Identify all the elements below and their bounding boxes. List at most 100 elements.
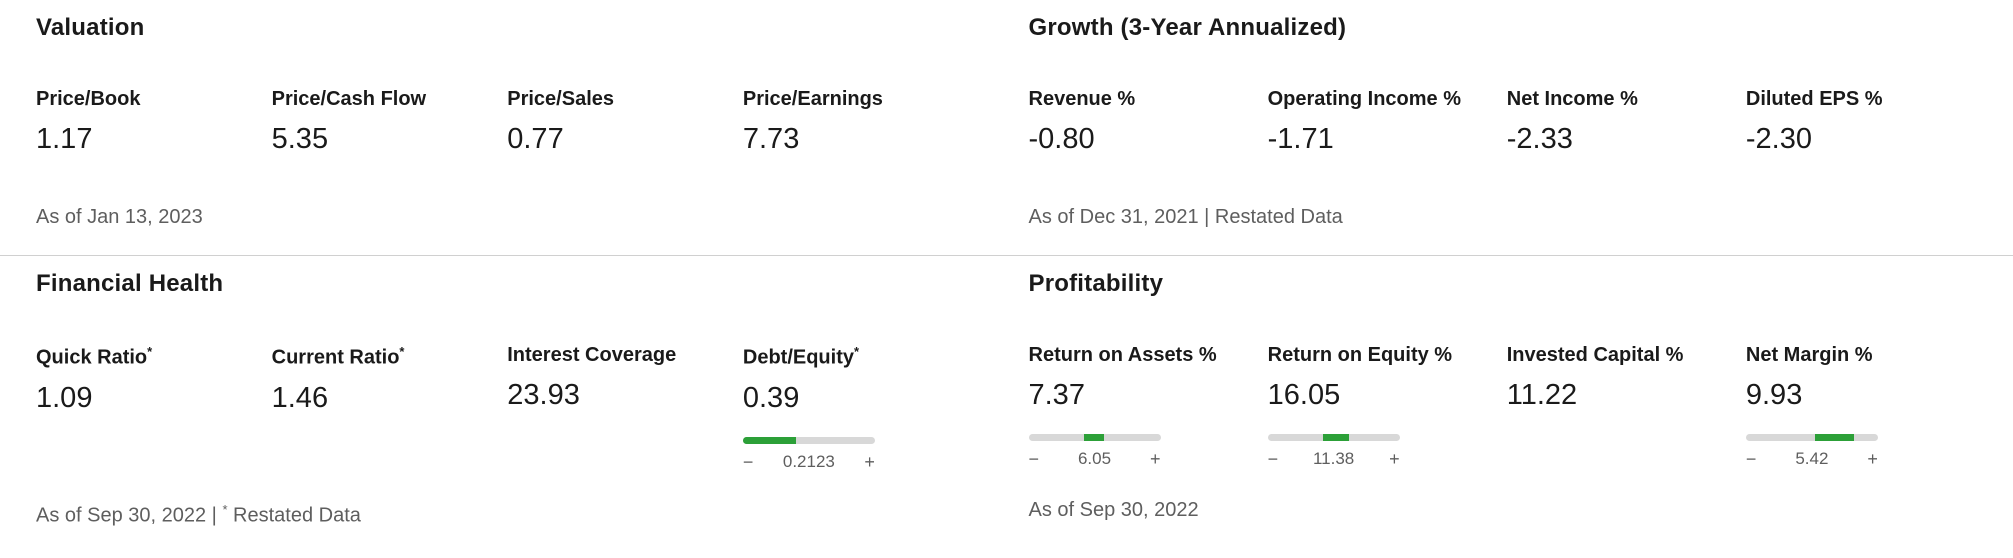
metric-label-text: Return on Assets % (1028, 344, 1217, 366)
gauge-fill (1814, 434, 1855, 441)
metric-price-sales: Price/Sales 0.77 (507, 88, 731, 156)
metric-label-text: Current Ratio (271, 346, 400, 369)
metric-price-book: Price/Book 1.17 (36, 88, 260, 156)
gauge-fill (1083, 434, 1104, 441)
top-row: Valuation Price/Book 1.17 Price/Cash Flo… (0, 0, 2013, 256)
metric-label: Price/Book (36, 88, 260, 111)
metric-value: 9.93 (1745, 379, 1803, 411)
plus-icon: + (1149, 449, 1161, 469)
metric-label: Net Income % (1507, 88, 1734, 111)
metric-label-text: Net Margin % (1745, 344, 1873, 366)
metric-value: -2.30 (1745, 123, 1812, 155)
gauge-scale: − 11.38 + (1268, 449, 1400, 469)
benchmark-gauge-return-on-assets: − 6.05 + (1028, 434, 1161, 469)
financial-health-metrics: Quick Ratio* 1.09 Current Ratio* 1.46 In… (36, 344, 967, 472)
valuation-metrics: Price/Book 1.17 Price/Cash Flow 5.35 Pri… (36, 88, 967, 156)
metric-label: Price/Cash Flow (272, 88, 496, 111)
metric-value: -1.71 (1267, 123, 1334, 155)
metric-label-text: Interest Coverage (507, 344, 677, 366)
metric-label: Interest Coverage (507, 344, 731, 367)
metric-label-text: Return on Equity % (1267, 344, 1453, 366)
metric-label: Revenue % (1029, 88, 1256, 111)
restated-asterisk: * (147, 344, 153, 359)
metric-label-text: Price/Book (36, 88, 141, 110)
minus-icon: − (1745, 449, 1757, 469)
metric-label-text: Price/Cash Flow (271, 88, 427, 110)
metric-value: 23.93 (507, 379, 580, 411)
plus-icon: + (1867, 449, 1878, 469)
metric-value: -2.33 (1506, 123, 1573, 155)
metric-value: 0.39 (742, 381, 800, 414)
metric-label: Current Ratio* (272, 344, 496, 370)
gauge-track (742, 436, 875, 444)
metric-label-text: Diluted EPS % (1745, 88, 1883, 110)
benchmark-gauge-return-on-equity: − 11.38 + (1267, 434, 1400, 469)
minus-icon: − (1267, 449, 1279, 469)
metric-value: 5.35 (271, 123, 329, 155)
section-valuation: Valuation Price/Book 1.17 Price/Cash Flo… (0, 0, 1007, 255)
benchmark-gauge-debt-equity: − 0.2123 + (742, 436, 875, 472)
gauge-benchmark-value: 0.2123 (782, 451, 835, 471)
metric-label-text: Invested Capital % (1506, 344, 1684, 366)
metric-value: 0.77 (507, 123, 564, 155)
gauge-track (1745, 434, 1878, 441)
benchmark-gauge-net-margin: − 5.42 + (1745, 434, 1878, 469)
minus-icon: − (1028, 449, 1040, 469)
metric-label: Net Margin % (1746, 344, 1973, 367)
section-title-financial-health: Financial Health (36, 270, 224, 297)
gauge-track (1267, 434, 1400, 441)
metric-diluted-eps-growth: Diluted EPS % -2.30 (1746, 88, 1973, 156)
gauge-scale: − 0.2123 + (743, 452, 875, 472)
metric-label-text: Debt/Equity (742, 346, 854, 369)
section-growth: Growth (3-Year Annualized) Revenue % -0.… (1007, 0, 2013, 255)
gauge-scale: − 5.42 + (1746, 449, 1878, 469)
metric-value: 1.09 (36, 381, 93, 414)
minus-icon: − (742, 451, 754, 472)
metric-return-on-equity: Return on Equity % 16.05 − 11.38 + (1267, 344, 1495, 469)
gauge-benchmark-value: 11.38 (1312, 449, 1355, 468)
metric-revenue-growth: Revenue % -0.80 (1029, 88, 1256, 156)
metric-net-income-growth: Net Income % -2.33 (1507, 88, 1734, 156)
metric-label: Debt/Equity* (743, 344, 967, 370)
metric-price-earnings: Price/Earnings 7.73 (743, 88, 967, 156)
metric-label: Invested Capital % (1507, 344, 1734, 367)
gauge-track (1028, 434, 1161, 441)
metric-value: 7.37 (1028, 379, 1085, 411)
section-title-valuation: Valuation (36, 14, 145, 41)
gauge-fill (742, 436, 796, 444)
growth-metrics: Revenue % -0.80 Operating Income % -1.71… (1029, 88, 1974, 156)
metric-label: Diluted EPS % (1746, 88, 1973, 111)
metric-invested-capital: Invested Capital % 11.22 (1507, 344, 1734, 469)
section-profitability: Profitability Return on Assets % 7.37 − … (1007, 256, 2013, 557)
metric-current-ratio: Current Ratio* 1.46 (272, 344, 496, 472)
metric-interest-coverage: Interest Coverage 23.93 (507, 344, 731, 472)
plus-icon: + (1389, 449, 1400, 469)
section-title-growth: Growth (3-Year Annualized) (1028, 14, 1347, 41)
metric-label-text: Revenue % (1028, 88, 1136, 110)
metric-label: Price/Sales (507, 88, 731, 111)
metric-quick-ratio: Quick Ratio* 1.09 (36, 344, 260, 472)
metric-value: 1.17 (36, 123, 93, 155)
metric-value: 16.05 (1267, 379, 1341, 411)
metric-label-text: Quick Ratio (36, 346, 148, 369)
gauge-benchmark-value: 5.42 (1795, 449, 1829, 468)
profitability-metrics: Return on Assets % 7.37 − 6.05 + (1028, 344, 1974, 469)
metric-price-cash-flow: Price/Cash Flow 5.35 (272, 88, 496, 156)
metric-label: Quick Ratio* (36, 344, 260, 370)
metric-value: -0.80 (1028, 123, 1095, 155)
restated-asterisk: * (222, 501, 228, 517)
metric-return-on-assets: Return on Assets % 7.37 − 6.05 + (1028, 344, 1256, 469)
gauge-scale: − 6.05 + (1029, 449, 1161, 469)
metric-value: 11.22 (1506, 379, 1578, 411)
as-of-growth: As of Dec 31, 2021 | Restated Data (1028, 206, 1343, 228)
section-financial-health: Financial Health Quick Ratio* 1.09 Curre… (0, 256, 1007, 557)
metric-label-text: Price/Earnings (742, 88, 883, 110)
metric-label: Operating Income % (1268, 88, 1495, 111)
as-of-prefix: As of Sep 30, 2022 | (36, 504, 223, 527)
metric-label-text: Net Income % (1506, 88, 1638, 110)
metric-label: Price/Earnings (743, 88, 967, 111)
restated-asterisk: * (854, 344, 860, 359)
metric-value: 1.46 (271, 381, 329, 414)
section-title-profitability: Profitability (1028, 270, 1164, 297)
